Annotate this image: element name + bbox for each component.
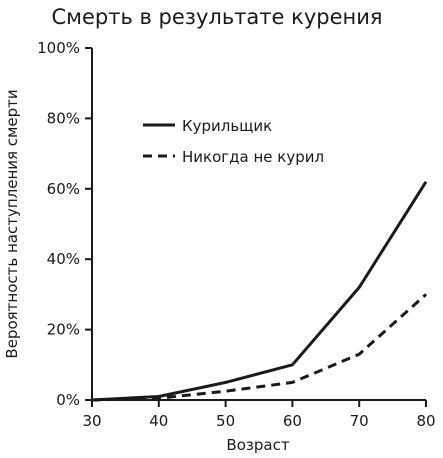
series-layer: [91, 180, 428, 402]
x-tick-label: 80: [416, 412, 435, 430]
y-axis-label: Вероятность наступления смерти: [3, 89, 21, 358]
y-ticks: 0% 20% 40% 60% 80% 100%: [37, 39, 92, 409]
chart-title: Смерть в результате курения: [51, 5, 382, 29]
y-tick-label: 0%: [56, 391, 80, 409]
axes: [91, 48, 426, 401]
y-tick-label: 100%: [37, 39, 80, 57]
x-axis-label: Возраст: [226, 436, 289, 454]
x-tick-label: 50: [216, 412, 235, 430]
series-line-smoker: [91, 180, 428, 402]
y-tick-label: 40%: [47, 250, 80, 268]
x-ticks: 30 40 50 60 70 80: [82, 400, 436, 430]
x-tick-label: 40: [149, 412, 168, 430]
y-tick-label: 80%: [47, 109, 80, 127]
legend-label-never-smoked: Никогда не курил: [182, 148, 324, 166]
y-tick-label: 60%: [47, 180, 80, 198]
x-tick-label: 70: [350, 412, 369, 430]
y-tick-label: 20%: [47, 321, 80, 339]
x-tick-label: 60: [283, 412, 302, 430]
series-line-never-smoked: [91, 293, 428, 402]
legend-label-smoker: Курильщик: [182, 117, 272, 135]
legend: Курильщик Никогда не курил: [143, 117, 324, 166]
x-tick-label: 30: [82, 412, 101, 430]
